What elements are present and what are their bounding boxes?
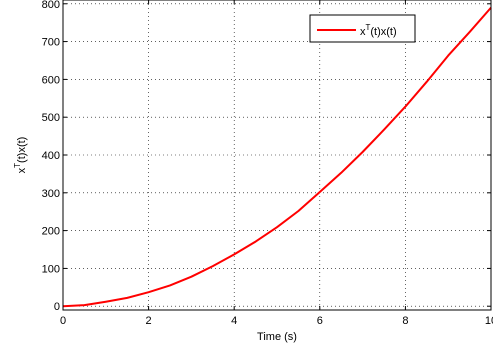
plot-frame: [62, 0, 492, 311]
y-tick-label: 700: [42, 37, 60, 49]
legend-label-rest: (t)x(t): [370, 26, 396, 38]
y-axis-label: xT(t)x(t): [13, 137, 28, 174]
x-tick-label: 10: [485, 315, 493, 327]
y-axis-label-sup: T: [13, 163, 22, 168]
y-tick-label: 400: [42, 150, 60, 162]
series-line: [62, 6, 492, 308]
y-axis-label-rest: (t)x(t): [16, 137, 28, 163]
x-tick-label: 2: [146, 315, 152, 327]
grid: [63, 0, 491, 310]
y-axis-label-base: x: [16, 167, 28, 173]
y-tick-label: 300: [42, 188, 60, 200]
x-tick-label: 0: [60, 315, 66, 327]
x-tick-label: 6: [317, 315, 323, 327]
y-tick-label: 500: [42, 112, 60, 124]
y-axis-ticks: 0 100 200 300 400 500 600 700 800: [42, 0, 491, 313]
y-tick-label: 800: [42, 0, 60, 11]
legend-label-sup: T: [366, 23, 371, 32]
x-tick-label: 8: [402, 315, 408, 327]
legend: xT(t)x(t): [309, 14, 416, 43]
y-tick-label: 100: [42, 263, 60, 275]
legend-entry-label: xT(t)x(t): [360, 23, 397, 38]
x-axis-label: Time (s): [257, 331, 297, 343]
legend-label-base: x: [360, 26, 366, 38]
y-tick-label: 200: [42, 226, 60, 238]
legend-box: [309, 14, 416, 43]
y-tick-label: 600: [42, 74, 60, 86]
series-layer: [62, 6, 492, 308]
x-tick-label: 4: [231, 315, 237, 327]
x-axis-ticks: 0 2 4 6 8 10: [60, 0, 493, 327]
y-tick-label: 0: [54, 301, 60, 313]
